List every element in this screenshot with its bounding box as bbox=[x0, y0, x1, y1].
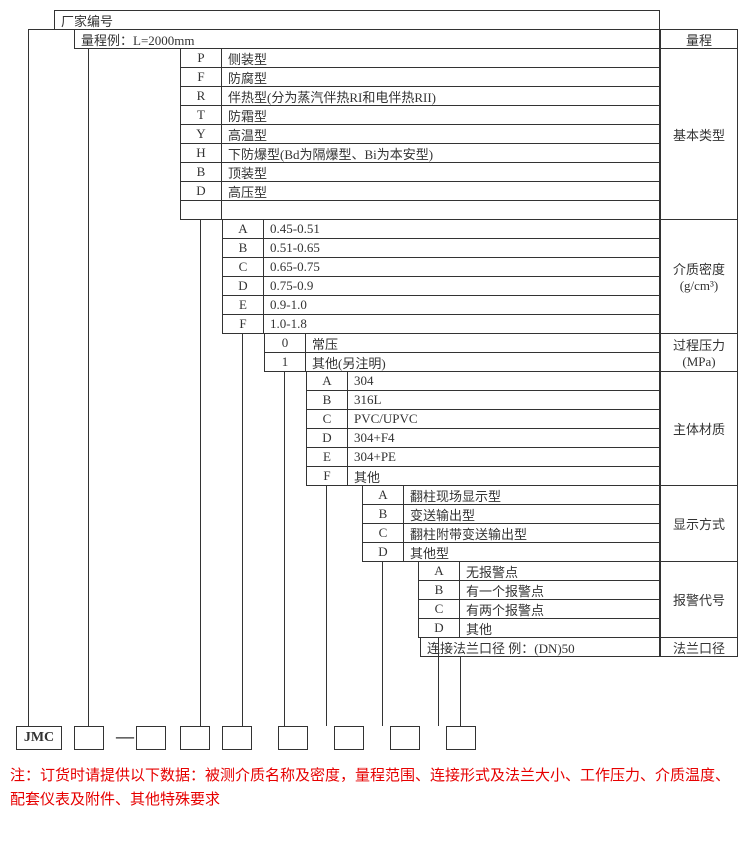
material-desc: PVC/UPVC bbox=[347, 409, 660, 429]
basic-desc: 高温型 bbox=[221, 124, 660, 144]
alarm-label: 报警代号 bbox=[660, 561, 738, 638]
density-desc: 0.51-0.65 bbox=[263, 238, 660, 258]
code-box bbox=[180, 726, 210, 750]
material-code: D bbox=[306, 428, 348, 448]
basic-code: F bbox=[180, 67, 222, 87]
range-label: 量程 bbox=[660, 29, 738, 49]
basic-desc: 高压型 bbox=[221, 181, 660, 201]
flange-label: 法兰口径 bbox=[660, 637, 738, 657]
hstep-2 bbox=[222, 333, 264, 334]
material-desc: 304+F4 bbox=[347, 428, 660, 448]
vline-material bbox=[326, 485, 327, 726]
order-note: 注：订货时请提供以下数据：被测介质名称及密度，量程范围、连接形式及法兰大小、工作… bbox=[10, 764, 740, 812]
hstep-1 bbox=[180, 219, 222, 220]
flange-desc: 连接法兰口径 例：(DN)50 bbox=[420, 637, 660, 657]
density-code: C bbox=[222, 257, 264, 277]
mfg-label: 厂家编号 bbox=[54, 10, 660, 30]
display-desc: 其他型 bbox=[403, 542, 660, 562]
material-label: 主体材质 bbox=[660, 371, 738, 486]
code-box bbox=[278, 726, 308, 750]
display-label: 显示方式 bbox=[660, 485, 738, 562]
density-code: A bbox=[222, 219, 264, 239]
basic-desc: 防霜型 bbox=[221, 105, 660, 125]
jmc-box: JMC bbox=[16, 726, 62, 750]
density-desc: 0.9-1.0 bbox=[263, 295, 660, 315]
basic-code: R bbox=[180, 86, 222, 106]
basic-code: D bbox=[180, 181, 222, 201]
basic-desc: 下防爆型(Bd为隔爆型、Bi为本安型) bbox=[221, 143, 660, 163]
material-code: B bbox=[306, 390, 348, 410]
basic-desc: 顶装型 bbox=[221, 162, 660, 182]
pressure-desc: 其他(另注明) bbox=[305, 352, 660, 372]
material-code: E bbox=[306, 447, 348, 467]
display-desc: 翻柱附带变送输出型 bbox=[403, 523, 660, 543]
display-code: B bbox=[362, 504, 404, 524]
alarm-code: D bbox=[418, 618, 460, 638]
vline-flange bbox=[460, 656, 461, 726]
material-code: F bbox=[306, 466, 348, 486]
vline-alarm bbox=[438, 637, 439, 726]
code-box bbox=[136, 726, 166, 750]
range-example: 量程例：L=2000mm bbox=[74, 29, 660, 49]
density-label: 介质密度(g/cm³) bbox=[660, 219, 738, 334]
display-desc: 变送输出型 bbox=[403, 504, 660, 524]
vline-display bbox=[382, 561, 383, 726]
density-desc: 0.45-0.51 bbox=[263, 219, 660, 239]
basic-code: P bbox=[180, 48, 222, 68]
density-desc: 0.65-0.75 bbox=[263, 257, 660, 277]
hstep-3 bbox=[264, 371, 306, 372]
alarm-code: C bbox=[418, 599, 460, 619]
vline-pressure bbox=[284, 371, 285, 726]
vline-density bbox=[242, 333, 243, 726]
vline-range bbox=[88, 49, 89, 726]
density-code: B bbox=[222, 238, 264, 258]
basic-desc: 侧装型 bbox=[221, 48, 660, 68]
code-box bbox=[446, 726, 476, 750]
dash-sep: — bbox=[116, 726, 134, 747]
alarm-code: A bbox=[418, 561, 460, 581]
code-box bbox=[222, 726, 252, 750]
material-desc: 304 bbox=[347, 371, 660, 391]
basic-code: H bbox=[180, 143, 222, 163]
basic-code bbox=[180, 200, 222, 220]
code-box bbox=[390, 726, 420, 750]
basic-desc bbox=[221, 200, 660, 220]
alarm-desc: 有两个报警点 bbox=[459, 599, 660, 619]
basic-desc: 伴热型(分为蒸汽伴热RI和电伴热RII) bbox=[221, 86, 660, 106]
density-code: D bbox=[222, 276, 264, 296]
alarm-desc: 其他 bbox=[459, 618, 660, 638]
density-code: E bbox=[222, 295, 264, 315]
density-desc: 0.75-0.9 bbox=[263, 276, 660, 296]
display-desc: 翻柱现场显示型 bbox=[403, 485, 660, 505]
pressure-code: 0 bbox=[264, 333, 306, 353]
density-desc: 1.0-1.8 bbox=[263, 314, 660, 334]
alarm-desc: 无报警点 bbox=[459, 561, 660, 581]
basic-code: T bbox=[180, 105, 222, 125]
basic-type-label: 基本类型 bbox=[660, 48, 738, 220]
display-code: A bbox=[362, 485, 404, 505]
display-code: D bbox=[362, 542, 404, 562]
vline-mfg bbox=[28, 30, 29, 726]
pressure-desc: 常压 bbox=[305, 333, 660, 353]
pressure-label: 过程压力(MPa) bbox=[660, 333, 738, 372]
material-desc: 其他 bbox=[347, 466, 660, 486]
material-code: C bbox=[306, 409, 348, 429]
basic-code: B bbox=[180, 162, 222, 182]
hstep-5 bbox=[362, 561, 418, 562]
basic-code: Y bbox=[180, 124, 222, 144]
hline-mfg bbox=[28, 29, 54, 30]
material-code: A bbox=[306, 371, 348, 391]
alarm-code: B bbox=[418, 580, 460, 600]
vline-basic bbox=[200, 219, 201, 726]
density-code: F bbox=[222, 314, 264, 334]
alarm-desc: 有一个报警点 bbox=[459, 580, 660, 600]
pressure-code: 1 bbox=[264, 352, 306, 372]
material-desc: 304+PE bbox=[347, 447, 660, 467]
hstep-4 bbox=[306, 485, 362, 486]
code-box bbox=[74, 726, 104, 750]
basic-desc: 防腐型 bbox=[221, 67, 660, 87]
display-code: C bbox=[362, 523, 404, 543]
material-desc: 316L bbox=[347, 390, 660, 410]
code-box bbox=[334, 726, 364, 750]
